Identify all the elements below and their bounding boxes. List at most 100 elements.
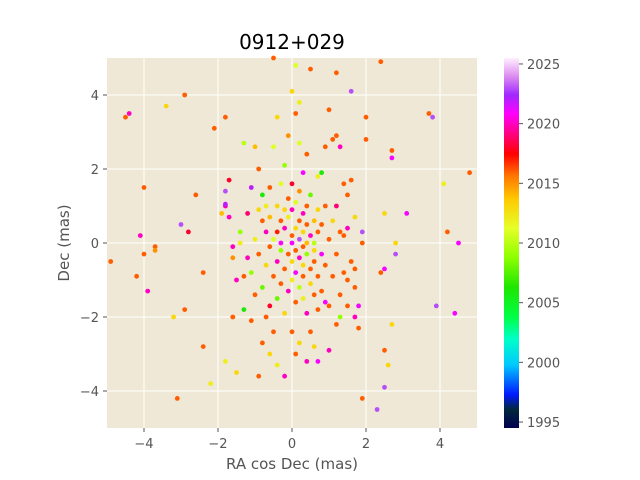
data-point bbox=[245, 255, 251, 261]
data-point bbox=[289, 240, 295, 246]
data-point bbox=[304, 240, 310, 246]
data-point bbox=[308, 281, 313, 287]
data-point bbox=[337, 314, 343, 320]
data-point bbox=[452, 310, 458, 316]
data-point bbox=[308, 192, 313, 198]
colorbar-tick-label: 1995 bbox=[527, 416, 560, 431]
data-point bbox=[186, 229, 191, 235]
data-point bbox=[297, 236, 302, 242]
data-point bbox=[289, 233, 295, 239]
data-point bbox=[352, 314, 358, 320]
data-point bbox=[200, 344, 206, 349]
data-point bbox=[382, 211, 387, 216]
data-point bbox=[200, 270, 206, 275]
data-point bbox=[352, 214, 358, 220]
data-point bbox=[352, 266, 358, 272]
data-point bbox=[141, 185, 147, 190]
data-point bbox=[308, 233, 313, 239]
data-point bbox=[445, 229, 450, 235]
data-point bbox=[456, 240, 461, 246]
data-point bbox=[311, 259, 317, 264]
colorbar-ticks: 1995 2000 2005 2010 2015 2020 2025 bbox=[519, 58, 560, 431]
data-point bbox=[263, 314, 269, 320]
data-point bbox=[315, 307, 321, 312]
data-point bbox=[245, 211, 251, 216]
data-point bbox=[282, 310, 287, 316]
data-point bbox=[282, 162, 287, 168]
data-point bbox=[193, 192, 199, 198]
data-point bbox=[378, 270, 384, 275]
data-point bbox=[337, 229, 343, 235]
data-point bbox=[341, 181, 347, 187]
data-point bbox=[300, 244, 306, 250]
data-point bbox=[426, 111, 432, 116]
data-point bbox=[289, 329, 295, 335]
data-point bbox=[363, 137, 369, 142]
data-point bbox=[319, 288, 324, 294]
data-point bbox=[341, 233, 347, 239]
data-point bbox=[315, 273, 321, 279]
data-point bbox=[123, 114, 128, 120]
data-point bbox=[352, 285, 358, 290]
data-point bbox=[348, 259, 354, 264]
data-point bbox=[348, 177, 354, 183]
data-point bbox=[234, 370, 239, 375]
data-point bbox=[178, 222, 184, 227]
data-point bbox=[297, 255, 302, 261]
data-point bbox=[334, 203, 339, 209]
data-point bbox=[441, 181, 447, 187]
data-point bbox=[223, 201, 228, 207]
data-point bbox=[289, 181, 295, 187]
data-point bbox=[345, 192, 350, 198]
data-point bbox=[382, 384, 387, 390]
data-point bbox=[219, 211, 225, 216]
data-point bbox=[359, 396, 365, 401]
data-point bbox=[297, 140, 302, 146]
data-point bbox=[267, 244, 273, 250]
data-point bbox=[326, 303, 332, 309]
data-point bbox=[271, 273, 276, 279]
data-point bbox=[382, 266, 387, 272]
data-point bbox=[263, 229, 269, 235]
data-point bbox=[274, 362, 280, 368]
data-point bbox=[326, 347, 332, 353]
y-tick-label: 0 bbox=[91, 237, 99, 252]
data-point bbox=[330, 137, 336, 142]
data-point bbox=[271, 55, 276, 61]
data-point bbox=[256, 251, 262, 257]
data-point bbox=[289, 259, 295, 264]
data-point bbox=[271, 144, 276, 150]
data-point bbox=[311, 344, 317, 349]
data-point bbox=[145, 288, 151, 294]
data-point bbox=[293, 351, 299, 357]
data-point bbox=[297, 340, 302, 346]
data-point bbox=[341, 270, 347, 275]
data-point bbox=[389, 155, 395, 161]
data-point bbox=[171, 314, 177, 320]
data-point bbox=[334, 251, 339, 257]
y-tick-label: −4 bbox=[80, 385, 99, 400]
data-point bbox=[300, 273, 306, 279]
data-point bbox=[330, 273, 336, 279]
data-point bbox=[345, 277, 350, 283]
data-point bbox=[308, 329, 313, 335]
data-point bbox=[278, 181, 284, 187]
data-point bbox=[389, 148, 395, 153]
data-point bbox=[274, 114, 280, 120]
data-point bbox=[278, 281, 284, 287]
data-point bbox=[311, 292, 317, 298]
data-point bbox=[285, 196, 291, 202]
data-point bbox=[315, 174, 321, 179]
data-points bbox=[108, 55, 472, 412]
data-point bbox=[182, 92, 188, 98]
data-point bbox=[289, 207, 295, 213]
data-point bbox=[389, 322, 395, 327]
data-point bbox=[108, 259, 114, 264]
data-point bbox=[356, 303, 361, 309]
colorbar-tick-label: 2010 bbox=[527, 237, 560, 252]
data-point bbox=[271, 329, 276, 335]
data-point bbox=[319, 251, 324, 257]
data-point bbox=[393, 251, 398, 257]
data-point bbox=[334, 322, 339, 327]
